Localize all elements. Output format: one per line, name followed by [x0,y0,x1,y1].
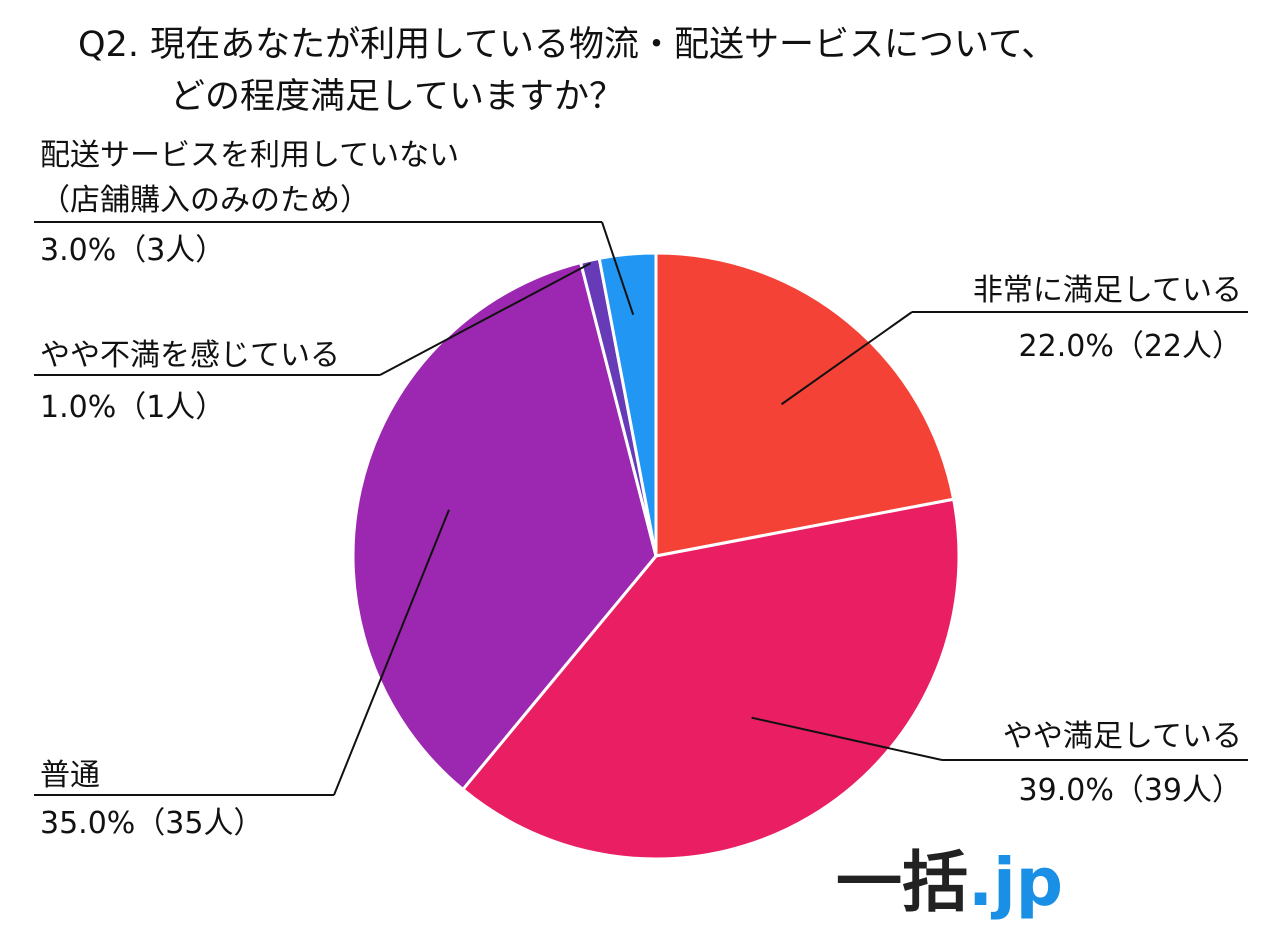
slice-labels: 非常に満足している 22.0%（22人） やや満足している 39.0%（39人） 普通 3… [40,138,1242,841]
leader-line-1 [751,716,1248,761]
slice-label-name-3-0: やや不満を感じている [40,338,340,373]
logo-tld: .jp [968,844,1063,921]
slice-label-name-4-1: （店舗購入のみのため） [40,183,370,218]
leader-line-2 [34,509,450,796]
slice-label-name-0-0: 非常に満足している [973,273,1242,308]
slice-label-value-4: 3.0%（3人） [40,233,225,268]
chart-title-line-2: どの程度満足していますか？ [170,77,624,117]
leader-line-4 [34,221,635,315]
logo-text: 一括 [836,844,968,921]
leader-lines [34,221,1248,796]
pie-slices [351,251,961,861]
slice-label-name-2-0: 普通 [40,758,100,793]
slice-label-value-2: 35.0%（35人） [40,806,263,841]
leader-line-3 [34,262,592,376]
pie-slice-4 [597,251,658,557]
slice-label-value-3: 1.0%（1人） [40,390,225,425]
chart-title-line-1: Q2. 現在あなたが利用している物流・配送サービスについて、 [78,25,1056,65]
slice-label-name-1-0: やや満足している [1003,719,1242,754]
chart-title: Q2. 現在あなたが利用している物流・配送サービスについて、 どの程度満足してい… [78,25,1056,117]
slice-label-name-4-0: 配送サービスを利用していない [40,138,459,173]
slice-label-value-1: 39.0%（39人） [1019,773,1242,808]
slice-label-value-0: 22.0%（22人） [1019,329,1242,364]
leader-line-0 [780,311,1248,406]
site-logo: 一括 .jp [836,844,1063,921]
pie-slice-0 [654,251,956,558]
pie-slice-2 [351,260,658,792]
pie-slice-1 [460,497,961,861]
